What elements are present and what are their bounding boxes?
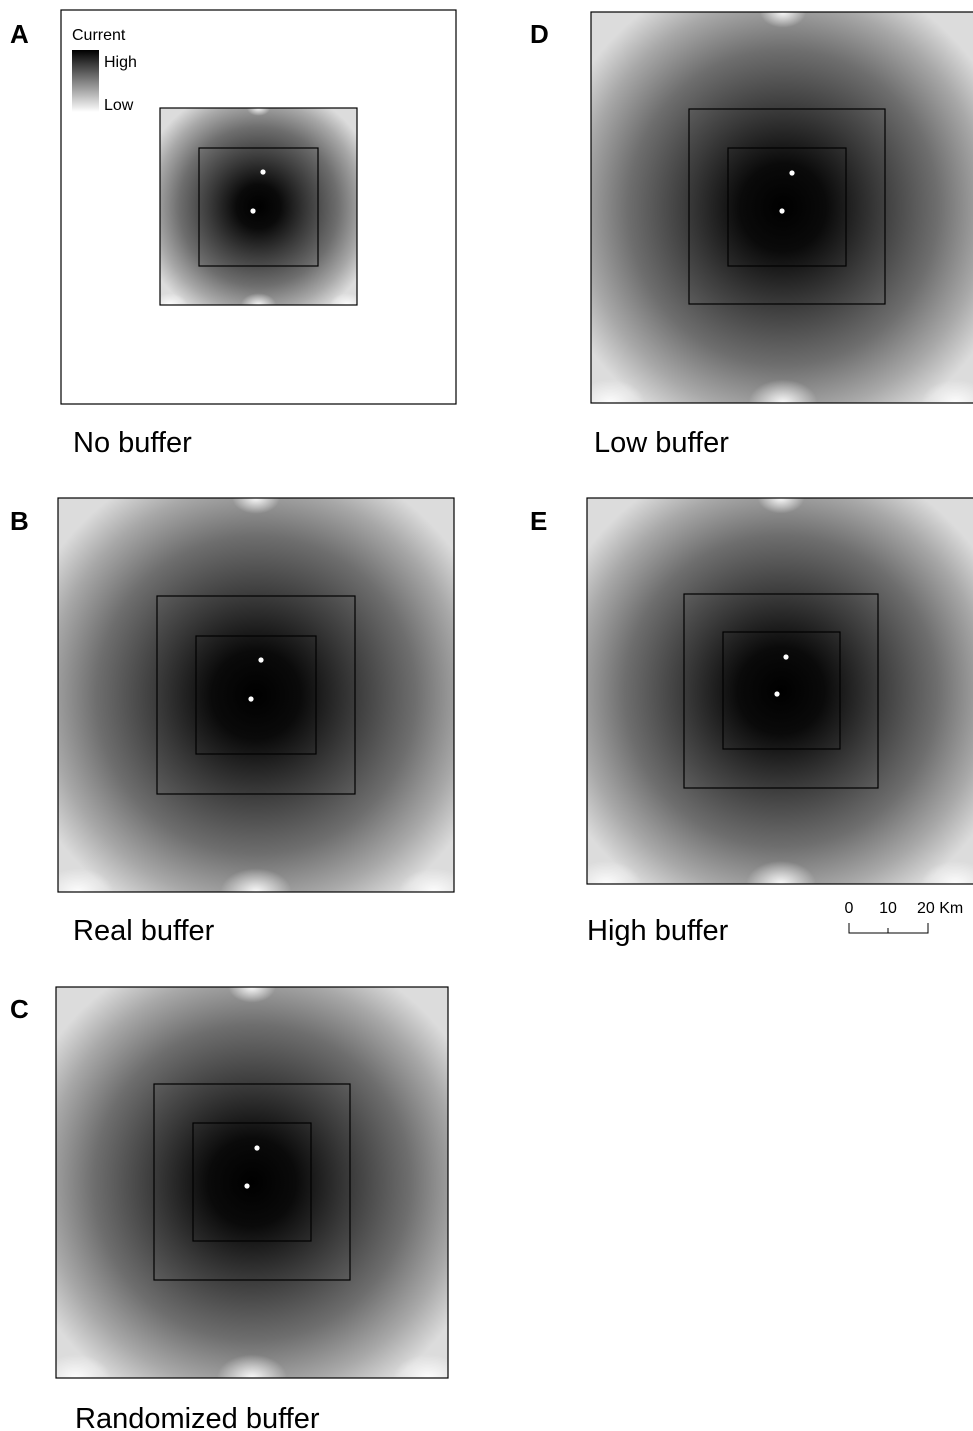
panel-caption: Real buffer xyxy=(73,915,215,947)
panel-frame xyxy=(60,9,457,405)
legend-ramp xyxy=(72,50,99,112)
study-area-outer xyxy=(688,108,886,305)
legend-low: Low xyxy=(104,97,134,114)
site-point xyxy=(244,1183,250,1189)
legend-high: High xyxy=(104,54,137,71)
scale-label: 20 Km xyxy=(917,900,963,917)
site-point xyxy=(789,170,795,176)
panel-caption: Randomized buffer xyxy=(75,1403,320,1431)
panel-letter: C xyxy=(10,994,29,1024)
panel-letter: B xyxy=(10,506,29,536)
study-area-inner xyxy=(727,147,847,267)
site-point xyxy=(783,654,789,660)
site-point xyxy=(258,657,264,663)
panel-caption: High buffer xyxy=(587,915,729,947)
panel-frame xyxy=(590,11,973,404)
study-area-inner xyxy=(192,1122,312,1242)
study-area-inner xyxy=(195,635,317,755)
scale-label: 0 xyxy=(845,900,854,917)
scale-label: 10 xyxy=(879,900,897,917)
study-area-inner xyxy=(722,631,841,750)
site-point xyxy=(779,208,785,214)
legend-title: Current xyxy=(72,27,126,44)
panel-frame xyxy=(57,497,455,893)
site-point xyxy=(254,1145,260,1151)
study-area-inner xyxy=(198,147,319,267)
panel-caption: No buffer xyxy=(73,427,192,459)
panel-letter: E xyxy=(530,506,547,536)
current-raster xyxy=(591,12,973,403)
panel-letter: A xyxy=(10,19,29,49)
current-raster xyxy=(58,498,454,892)
study-area-outer xyxy=(159,107,358,306)
panel-letter: D xyxy=(530,19,549,49)
site-point xyxy=(250,208,256,214)
site-point xyxy=(774,691,780,697)
site-point xyxy=(248,696,254,702)
study-area-outer xyxy=(156,595,356,795)
scale-bar xyxy=(848,923,929,934)
current-raster xyxy=(160,108,357,305)
panel-caption: Low buffer xyxy=(594,427,729,459)
study-area-outer xyxy=(683,593,879,789)
panel-frame xyxy=(586,497,973,885)
study-area-outer xyxy=(153,1083,351,1281)
site-point xyxy=(260,169,266,175)
current-raster xyxy=(56,987,448,1378)
low-current-area xyxy=(759,0,807,28)
current-raster xyxy=(587,498,973,884)
panel-frame xyxy=(55,986,449,1379)
